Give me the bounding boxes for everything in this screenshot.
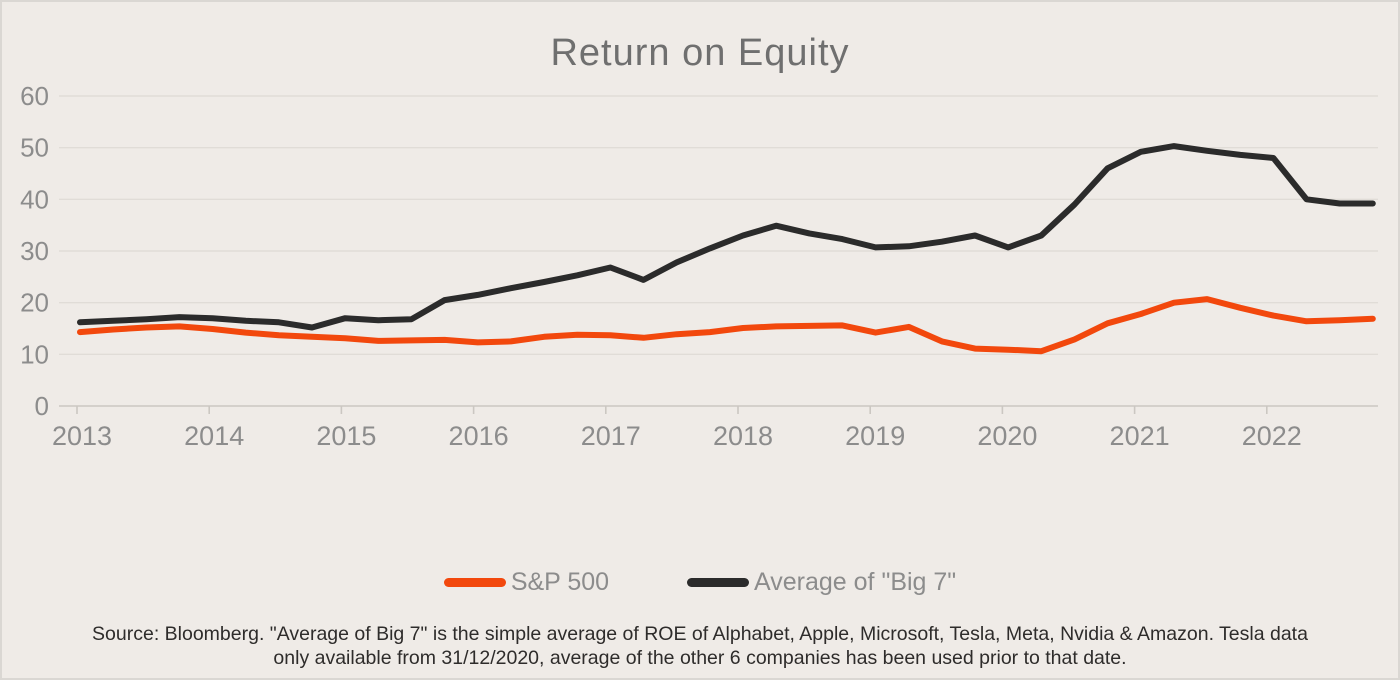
chart-title: Return on Equity	[550, 32, 850, 74]
y-axis-tick-label: 60	[20, 81, 49, 111]
legend-label-sp500: S&P 500	[510, 568, 610, 596]
y-axis-tick-label: 20	[20, 288, 49, 318]
x-axis-tick-label: 2013	[52, 421, 112, 451]
x-axis-tick-label: 2019	[845, 421, 905, 451]
legend-item-sp500: S&P 500	[443, 568, 610, 597]
legend-item-big7: Average of "Big 7"	[687, 568, 956, 597]
x-axis-tick-label: 2018	[713, 421, 773, 451]
chart-legend: S&P 500 Average of "Big 7"	[2, 568, 1398, 597]
x-axis-tick-label: 2020	[977, 421, 1037, 451]
x-axis-tick-label: 2016	[449, 421, 509, 451]
series-line-sp500	[77, 296, 1376, 355]
y-axis-tick-label: 40	[20, 184, 49, 214]
y-axis-tick-label: 10	[20, 339, 49, 369]
x-axis-tick-label: 2022	[1242, 421, 1302, 451]
x-axis-tick-label: 2015	[316, 421, 376, 451]
series-line-big7	[77, 143, 1376, 331]
y-axis-tick-label: 50	[20, 133, 49, 163]
source-note-line1: Source: Bloomberg. "Average of Big 7" is…	[92, 623, 1308, 645]
x-axis-tick-label: 2014	[184, 421, 244, 451]
roe-line-chart: 0 10 20 30 40 50 60 2013 2014 2015 2016 2017 2018 201…	[20, 81, 1378, 451]
source-note-line2: only available from 31/12/2020, average …	[273, 647, 1127, 669]
y-axis-tick-label: 30	[20, 236, 49, 266]
x-axis-tick-label: 2017	[581, 421, 641, 451]
sp500-line-swatch-icon	[443, 578, 506, 587]
legend-label-big7: Average of "Big 7"	[754, 568, 957, 596]
y-axis-tick-label: 0	[35, 391, 49, 421]
big7-line-swatch-icon	[687, 578, 750, 587]
source-note: Source: Bloomberg. "Average of Big 7" is…	[2, 622, 1398, 670]
x-axis-tick-label: 2021	[1110, 421, 1170, 451]
